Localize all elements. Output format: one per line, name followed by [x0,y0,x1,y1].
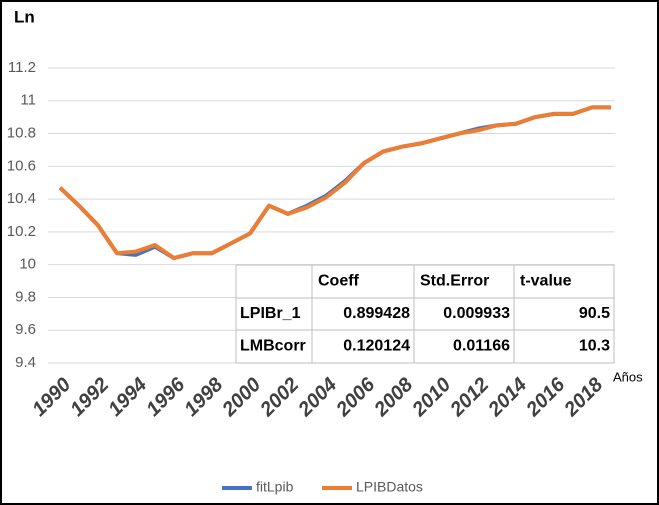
table-header: t-value [520,273,572,290]
table-header: Coeff [318,273,360,290]
y-tick-label: 11.2 [8,59,36,76]
y-tick-label: 9.8 [15,288,36,305]
table-cell: 0.009933 [443,305,510,322]
y-tick-label: 9.6 [15,321,36,338]
y-tick-label: 10 [19,256,36,273]
table-cell: 10.3 [579,338,610,355]
table-row-label: LPIBr_1 [240,305,301,322]
y-axis-label: Ln [14,7,35,26]
table-cell: 90.5 [579,305,610,322]
x-axis-label: Años [613,369,643,384]
table-cell: 0.01166 [453,338,510,355]
legend-label: LPIBDatos [356,479,423,495]
table-background [236,265,614,363]
table-cell: 0.120124 [343,338,410,355]
legend-label: fitLpib [256,479,294,495]
y-tick-label: 11 [20,92,36,109]
table-cell: 0.899428 [343,305,410,322]
y-tick-label: 10.8 [7,125,36,142]
y-tick-label: 10.2 [7,223,36,240]
table-header: Std.Error [420,273,489,290]
table-row-label: LMBcorr [240,338,306,355]
y-tick-label: 10.6 [7,157,36,174]
y-tick-label: 9.4 [15,354,36,371]
y-tick-label: 10.4 [7,190,36,207]
series-line [58,105,611,261]
